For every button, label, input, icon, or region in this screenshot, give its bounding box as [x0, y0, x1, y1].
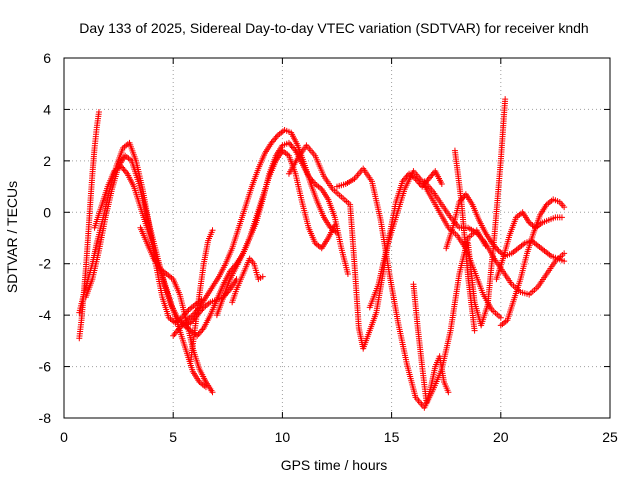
- x-tick-label: 20: [493, 429, 509, 445]
- x-tick-label: 10: [275, 429, 291, 445]
- data-point-marker: [558, 214, 565, 221]
- data-point-marker: [561, 258, 568, 265]
- series-track-4: [91, 163, 209, 391]
- data-point-marker: [438, 181, 445, 187]
- x-tick-label: 15: [384, 429, 400, 445]
- y-tick-label: 2: [43, 153, 51, 169]
- y-tick-label: 6: [43, 50, 51, 66]
- y-axis-label: SDTVAR / TECUs: [4, 181, 20, 293]
- x-tick-label: 5: [169, 429, 177, 445]
- y-tick-label: -2: [39, 256, 52, 272]
- series-track-1: [76, 109, 102, 342]
- series-track-18: [451, 147, 478, 334]
- data-point-marker: [561, 250, 568, 257]
- data-point-marker: [209, 227, 216, 234]
- data-point-marker: [95, 109, 102, 115]
- series-track-20: [497, 196, 568, 329]
- axes: 0 5 10 15 20 25 -8 -6 -4 -2 0 2 4 6: [39, 50, 618, 445]
- data-points: [76, 96, 568, 411]
- series-track-8: [170, 127, 340, 339]
- series-track-17: [465, 96, 509, 329]
- series-track-19: [493, 209, 565, 283]
- series-track-14: [410, 281, 452, 406]
- data-point-marker: [445, 389, 452, 396]
- data-point-marker: [259, 273, 266, 280]
- y-tick-label: -6: [39, 359, 52, 375]
- data-point-marker: [471, 327, 478, 334]
- data-point-marker: [497, 314, 504, 321]
- grid-lines: [64, 58, 610, 418]
- y-tick-label: -4: [39, 307, 52, 323]
- x-tick-label: 0: [60, 429, 68, 445]
- data-point-marker: [561, 204, 568, 211]
- y-tick-label: 4: [43, 101, 51, 117]
- data-point-marker: [344, 271, 351, 277]
- x-tick-label: 25: [602, 429, 618, 445]
- y-tick-label: -8: [39, 410, 52, 426]
- x-axis-label: GPS time / hours: [281, 457, 388, 473]
- series-track-10: [229, 255, 266, 306]
- series-track-9: [213, 139, 351, 319]
- data-point-marker: [209, 389, 216, 396]
- chart-title: Day 133 of 2025, Sidereal Day-to-day VTE…: [79, 20, 588, 36]
- y-tick-label: 0: [43, 204, 51, 220]
- plot-frame: [63, 57, 611, 419]
- data-point-marker: [502, 96, 509, 103]
